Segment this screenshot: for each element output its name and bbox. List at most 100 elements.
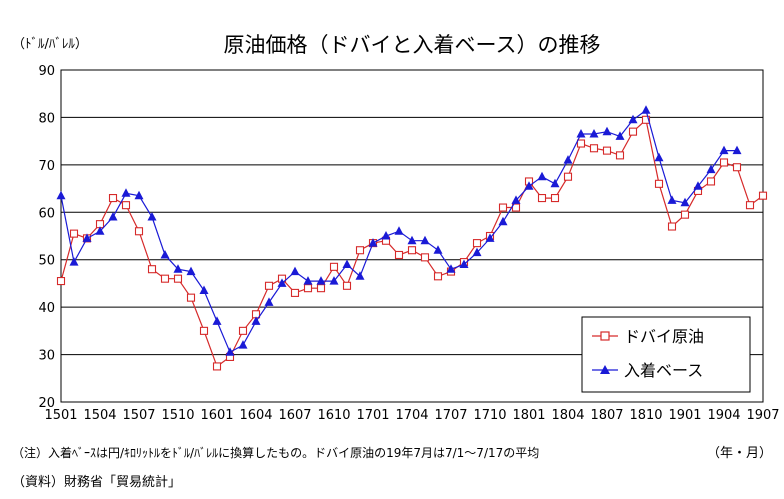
point-landed: [706, 164, 716, 174]
x-tick-label: 1510: [161, 408, 194, 423]
x-tick-label: 1604: [239, 408, 272, 423]
point-dubai: [160, 274, 170, 283]
point-dubai: [212, 362, 222, 371]
point-landed: [667, 195, 677, 204]
point-dubai: [355, 246, 365, 255]
legend-label-dubai: ドバイ原油: [624, 327, 704, 346]
point-landed: [472, 247, 482, 257]
point-landed: [108, 212, 118, 221]
point-landed: [147, 212, 157, 221]
point-landed: [121, 188, 131, 197]
point-dubai: [589, 144, 599, 153]
point-landed: [641, 105, 651, 114]
point-dubai: [108, 194, 118, 203]
point-dubai: [745, 201, 755, 210]
point-dubai: [680, 210, 690, 219]
point-landed: [563, 155, 573, 164]
point-landed: [550, 178, 560, 188]
point-landed: [537, 171, 547, 181]
point-landed: [602, 126, 612, 136]
point-landed: [459, 259, 469, 268]
point-landed: [381, 231, 391, 240]
point-landed: [264, 297, 274, 306]
y-tick-label: 50: [38, 254, 55, 269]
point-landed: [277, 278, 287, 287]
y-tick-label: 90: [38, 64, 55, 79]
point-landed: [316, 276, 326, 285]
point-landed: [251, 316, 261, 325]
point-dubai: [134, 227, 144, 236]
point-dubai: [290, 288, 300, 297]
x-axis-unit-label: （年・月）: [707, 446, 772, 461]
legend-label-landed: 入着ベース: [624, 361, 703, 380]
point-dubai: [732, 163, 742, 172]
point-landed: [355, 271, 365, 280]
point-dubai: [303, 284, 313, 293]
point-dubai: [199, 326, 209, 335]
y-tick-label: 40: [38, 301, 55, 316]
y-tick-label: 70: [38, 159, 55, 174]
point-dubai: [719, 158, 729, 167]
x-tick-label: 1801: [512, 408, 545, 423]
point-landed: [407, 235, 417, 245]
point-dubai: [602, 146, 612, 155]
point-dubai: [69, 229, 79, 238]
x-tick-label: 1501: [44, 408, 77, 423]
point-dubai: [498, 203, 508, 212]
legend-marker-landed: [600, 365, 610, 374]
point-dubai: [394, 250, 404, 260]
point-landed: [225, 347, 235, 356]
x-tick-label: 1704: [395, 408, 428, 423]
point-landed: [290, 266, 300, 276]
point-landed: [446, 264, 456, 273]
x-tick-label: 1904: [707, 408, 740, 423]
x-tick-label: 1804: [551, 408, 584, 423]
point-landed: [342, 259, 352, 268]
x-tick-label: 1507: [122, 408, 155, 423]
point-landed: [628, 114, 638, 124]
point-dubai: [186, 293, 196, 302]
point-landed: [238, 340, 248, 349]
point-landed: [134, 190, 144, 200]
point-dubai: [511, 203, 521, 212]
x-tick-label: 1810: [629, 408, 662, 423]
point-dubai: [537, 194, 547, 203]
point-landed: [654, 152, 664, 162]
point-landed: [173, 264, 183, 273]
x-tick-label: 1807: [590, 408, 623, 423]
x-tick-label: 1601: [200, 408, 233, 423]
x-tick-label: 1710: [473, 408, 506, 423]
point-dubai: [342, 281, 352, 290]
point-landed: [498, 216, 508, 226]
point-landed: [524, 181, 534, 190]
point-dubai: [238, 326, 248, 335]
y-tick-label: 80: [38, 111, 55, 126]
point-landed: [160, 250, 170, 259]
point-dubai: [173, 274, 183, 283]
point-landed: [56, 190, 66, 200]
point-landed: [589, 129, 599, 138]
point-landed: [576, 129, 586, 138]
point-landed: [329, 276, 339, 285]
point-dubai: [654, 179, 664, 188]
x-tick-label: 1504: [83, 408, 116, 423]
point-landed: [433, 245, 443, 254]
point-landed: [394, 226, 404, 235]
point-dubai: [472, 239, 482, 248]
y-axis-tick-labels: 20 30 40 50 60 70 80 90: [38, 64, 55, 411]
point-landed: [212, 316, 222, 325]
footnote-text: （注）入着ﾍﾞｰｽは円/ｷﾛﾘｯﾄﾙをﾄﾞﾙ/ﾊﾞﾚﾙに換算したもの。ドバイ原油…: [12, 446, 540, 460]
point-landed: [680, 197, 690, 207]
point-dubai: [420, 253, 430, 262]
point-dubai: [56, 277, 66, 286]
x-tick-label: 1901: [668, 408, 701, 423]
point-dubai: [147, 265, 157, 274]
point-dubai: [758, 191, 768, 200]
point-landed: [615, 131, 625, 140]
point-landed: [82, 233, 92, 242]
x-tick-label: 1610: [317, 408, 350, 423]
point-landed: [95, 226, 105, 235]
point-landed: [485, 233, 495, 242]
point-dubai: [264, 281, 274, 290]
